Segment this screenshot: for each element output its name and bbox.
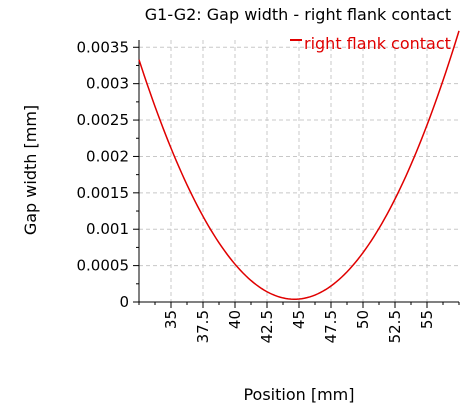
- y-tick-label: 0.0005: [77, 257, 130, 275]
- grid: [139, 40, 459, 302]
- y-tick-label: 0.0025: [77, 111, 130, 129]
- axes: 0 0.0005 0.001 0.0015 0.002 0.0025 0.003 0.0035…: [77, 38, 460, 343]
- x-tick-label: 55: [418, 310, 436, 329]
- x-tick-label: 50: [354, 310, 372, 329]
- x-tick-label: 35: [162, 310, 180, 329]
- y-axis-label: Gap width [mm]: [21, 105, 40, 235]
- x-axis-label: Position [mm]: [243, 385, 354, 404]
- y-tick-label: 0.001: [86, 220, 129, 238]
- y-tick-label: 0.0015: [77, 184, 130, 202]
- x-tick-label: 40: [226, 310, 244, 329]
- x-tick-label: 42.5: [258, 310, 276, 343]
- legend-label: right flank contact: [304, 34, 451, 53]
- x-tick-label: 47.5: [322, 310, 340, 343]
- series-layer: [138, 30, 460, 300]
- x-tick-label: 52.5: [386, 310, 404, 343]
- series-line-right-flank-contact: [138, 30, 460, 300]
- y-tick-label: 0: [119, 293, 129, 311]
- legend: right flank contact: [290, 34, 451, 53]
- x-tick-label: 37.5: [194, 310, 212, 343]
- chart-title: G1-G2: Gap width - right flank contact: [145, 5, 451, 24]
- y-tick-label: 0.0035: [77, 38, 130, 56]
- y-tick-label: 0.003: [86, 75, 129, 93]
- x-tick-label: 45: [290, 310, 308, 329]
- y-tick-label: 0.002: [86, 147, 129, 165]
